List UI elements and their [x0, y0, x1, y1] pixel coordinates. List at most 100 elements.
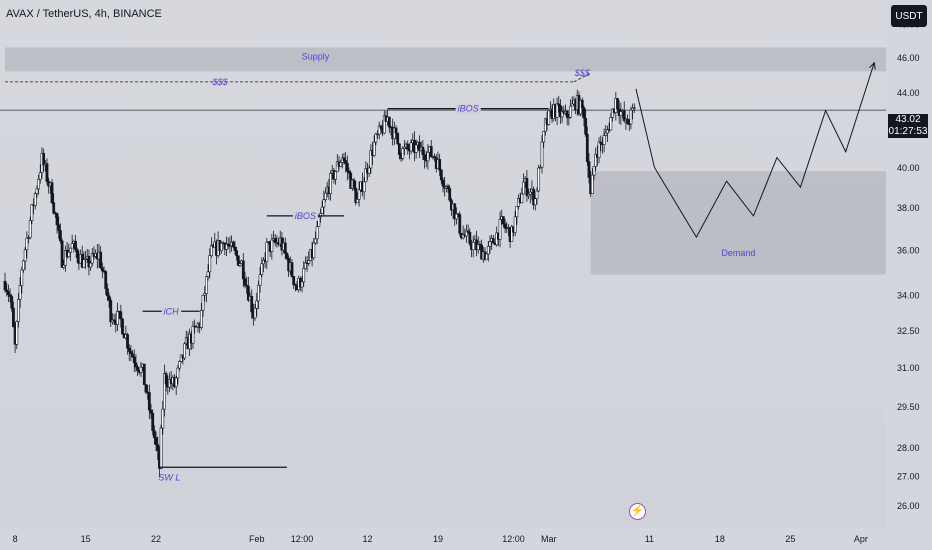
candle-body: [6, 291, 10, 296]
candle-body: [119, 311, 123, 320]
candle-body: [510, 226, 514, 242]
candle-body: [537, 167, 541, 192]
candle-body: [74, 240, 77, 250]
annotation-label: iCH: [164, 306, 179, 316]
candle-body: [250, 296, 254, 313]
candle-body: [433, 156, 437, 159]
candle-body: [414, 144, 418, 153]
candle-body: [455, 213, 458, 220]
candle-body: [206, 271, 210, 277]
candle-body: [599, 141, 603, 144]
candle-body: [70, 243, 74, 249]
candle-body: [488, 241, 492, 247]
candle-body: [622, 110, 626, 122]
candle-body: [134, 362, 138, 368]
candle-body: [241, 260, 245, 280]
candle-body: [144, 384, 148, 393]
candle-body: [520, 193, 524, 204]
time-axis[interactable]: [0, 527, 886, 550]
candle-body: [456, 213, 460, 215]
candle-body: [231, 241, 235, 248]
supply-zone: [5, 47, 886, 72]
candle-body: [129, 351, 133, 355]
candle-body: [89, 262, 93, 268]
candle-body: [27, 237, 30, 239]
projection-path: [635, 62, 875, 239]
candle-body: [342, 157, 346, 161]
candle-body: [319, 213, 322, 218]
candle-body: [246, 285, 250, 301]
candle-body: [344, 160, 348, 164]
candle-body: [374, 133, 378, 143]
candle-body: [438, 159, 442, 171]
candle-body: [468, 232, 472, 245]
candle-body: [290, 262, 294, 277]
candle-body: [84, 258, 87, 261]
candle-body: [149, 409, 153, 414]
candle-body: [35, 188, 39, 194]
candle-body: [199, 310, 203, 328]
candle-body: [30, 204, 34, 221]
candle-body: [258, 274, 262, 286]
candle-body: [235, 250, 239, 257]
candle-body: [67, 251, 71, 258]
candle-body: [204, 276, 208, 294]
candle-body: [594, 154, 598, 167]
price-axis[interactable]: [886, 0, 932, 550]
candle-body: [55, 213, 59, 226]
candle-body: [3, 280, 7, 291]
candle-body: [631, 107, 635, 111]
currency-button[interactable]: USDT: [891, 5, 927, 27]
candle-body: [285, 253, 289, 259]
candle-body: [409, 142, 413, 152]
candle-body: [42, 152, 46, 166]
candle-body: [225, 243, 228, 250]
candle-body: [555, 103, 559, 118]
candle-body: [159, 427, 163, 469]
candle-body: [210, 244, 213, 256]
candle-body: [347, 170, 351, 174]
lightning-icon[interactable]: ⚡: [629, 503, 646, 520]
candle-body: [62, 264, 66, 268]
candle-body: [626, 118, 629, 125]
candle-body: [372, 141, 376, 156]
candle-body: [357, 189, 361, 200]
candle-body: [87, 255, 91, 268]
candle-body: [176, 367, 180, 379]
candle-body: [396, 132, 400, 145]
candle-body: [527, 194, 530, 197]
candle-body: [339, 162, 343, 167]
annotation-label-bg: [455, 103, 481, 114]
candle-body: [515, 206, 519, 218]
candle-body: [582, 107, 586, 119]
candle-body: [18, 285, 22, 300]
candle-body: [260, 263, 264, 275]
candle-body: [191, 325, 195, 344]
candle-body: [528, 191, 532, 195]
candle-body: [300, 281, 304, 288]
candle-body: [233, 246, 237, 251]
annotation-label: iBOS: [458, 104, 479, 114]
candle-body: [513, 216, 517, 233]
candle-body: [466, 230, 470, 233]
symbol-title: AVAX / TetherUS, 4h, BINANCE: [6, 8, 162, 20]
annotation-label-bg: [161, 306, 182, 317]
projection-arrowhead: [869, 61, 876, 70]
last-price-badge: 43.02: [888, 114, 928, 126]
candle-body: [10, 296, 14, 309]
candle-body: [136, 366, 139, 371]
candle-body: [314, 238, 317, 244]
candle-body: [542, 131, 546, 143]
candle-body: [151, 412, 155, 431]
candle-body: [356, 198, 359, 203]
candle-body: [64, 249, 67, 266]
candle-body: [109, 300, 113, 323]
candle-body: [401, 148, 405, 159]
candle-body: [156, 444, 160, 451]
candle-body: [226, 243, 230, 246]
supply-label: Supply: [302, 51, 330, 61]
candle-body: [570, 103, 574, 107]
candle-body: [38, 172, 42, 180]
